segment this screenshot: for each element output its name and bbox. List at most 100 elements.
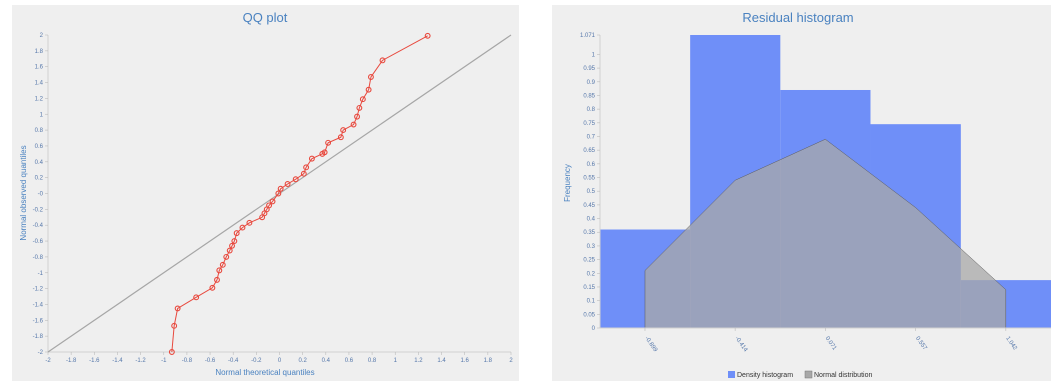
histogram-y-tick-label: 1	[592, 52, 596, 58]
qq-y-tick-label: 1.6	[35, 65, 44, 71]
qq-x-tick-label: 2	[509, 358, 513, 364]
qq-data-point	[266, 202, 273, 209]
legend-label-normal: Normal distribution	[814, 372, 872, 379]
qq-reference-line	[47, 34, 512, 353]
legend-swatch-normal	[804, 370, 813, 379]
qq-x-tick-label: 0.2	[298, 358, 307, 364]
histogram-y-tick-label: 0.95	[583, 66, 595, 72]
qq-data-point	[277, 185, 284, 192]
qq-y-tick-label: 0.8	[35, 128, 44, 134]
qq-x-tick-label: 0.4	[322, 358, 331, 364]
qq-y-tick-label: -0	[38, 192, 44, 198]
qq-data-point	[356, 104, 363, 111]
qq-y-tick-labels: -2 -1.8 -1.6 -1.4 -1.2 -1 -0.8 -0.6 -0.4 -0.2 -0 0.…	[33, 33, 48, 356]
qq-data-point	[214, 276, 220, 283]
histogram-y-tick-label: 0.1	[587, 299, 596, 305]
qq-data-point	[340, 127, 347, 134]
qq-data-point	[379, 57, 386, 64]
histogram-x-tick-label: 0.557	[914, 336, 928, 352]
histogram-y-tick-label: 0.75	[583, 121, 595, 127]
qq-y-tick-label: 1.4	[35, 81, 44, 87]
qq-data-point	[350, 121, 357, 128]
qq-data-point	[269, 198, 276, 205]
qq-data-point	[424, 32, 431, 39]
qq-y-tick-label: 0.6	[35, 144, 44, 150]
histogram-x-tick-label: 0.071	[824, 336, 838, 352]
qq-data-point	[216, 267, 223, 274]
qq-data-point	[337, 134, 344, 141]
qq-y-tick-label: -1	[38, 271, 44, 277]
qq-data-point	[325, 139, 332, 146]
qq-points	[168, 32, 431, 355]
qq-y-tick-label: -1.8	[33, 334, 44, 340]
qq-y-tick-label: -1.6	[33, 318, 44, 324]
qq-data-point	[367, 74, 374, 80]
histogram-y-tick-label: 0.6	[587, 162, 596, 168]
histogram-y-tick-label: 0.8	[587, 107, 596, 113]
qq-data-point	[354, 113, 361, 120]
qq-y-tick-label: 1.2	[35, 96, 44, 102]
histogram-x-tick-label: -0.414	[734, 336, 749, 354]
histogram-y-tick-label: 1.071	[580, 33, 596, 39]
qq-y-tick-label: -0.8	[33, 255, 44, 261]
qq-x-tick-label: -0.8	[182, 358, 193, 364]
qq-data-point	[300, 170, 307, 177]
histogram-y-tick-label: 0	[592, 326, 596, 332]
qq-data-point	[193, 294, 200, 301]
qq-y-tick-label: -0.2	[33, 207, 44, 213]
histogram-y-tick-label: 0.25	[583, 258, 595, 264]
histogram-y-tick-label: 0.05	[583, 312, 595, 318]
normal-distribution-area	[644, 138, 1007, 329]
qq-x-tick-label: -1.2	[135, 358, 146, 364]
qq-data-point	[303, 164, 310, 171]
qq-data-point	[365, 86, 372, 93]
histogram-y-tick-label: 0.7	[587, 134, 596, 140]
histogram-y-tick-label: 0.9	[587, 80, 596, 86]
qq-y-tick-label: 2	[40, 33, 44, 39]
histogram-y-tick-label: 0.65	[583, 148, 595, 154]
histogram-legend: Density histogram Normal distribution	[728, 370, 872, 379]
qq-y-tick-label: 1.8	[35, 49, 44, 55]
qq-x-tick-label: -2	[45, 358, 51, 364]
qq-data-point	[359, 96, 366, 103]
qq-x-tick-label: -1.4	[112, 358, 123, 364]
qq-x-tick-label: -1.8	[66, 358, 77, 364]
qq-y-tick-label: -0.4	[33, 223, 44, 229]
qq-data-point	[171, 322, 178, 329]
qq-data-point	[226, 247, 233, 254]
legend-label-density: Density histogram	[737, 372, 793, 379]
qq-data-point	[219, 261, 226, 268]
qq-plot-chart: QQ plot -2 -1.8 -1.6 -1.4 -1.2 -1 -0.8 -0.6 -0.4…	[19, 10, 513, 377]
qq-data-point	[321, 149, 328, 156]
legend-swatch-density	[728, 371, 735, 378]
qq-x-tick-label: -0.6	[205, 358, 216, 364]
qq-data-point	[284, 181, 291, 187]
qq-x-tick-labels: -2 -1.8 -1.6 -1.4 -1.2 -1 -0.8 -0.6 -0.4 -0.2 0 0.2…	[45, 352, 513, 364]
qq-data-point	[209, 284, 216, 291]
histogram-y-tick-label: 0.35	[583, 230, 595, 236]
qq-series-line	[171, 35, 428, 353]
qq-y-tick-label: -1.2	[33, 287, 44, 293]
qq-data-point	[168, 349, 175, 355]
histogram-y-tick-label: 0.4	[587, 217, 596, 223]
histogram-y-tick-label: 0.45	[583, 203, 595, 209]
qq-y-axis-title: Normal observed quantiles	[19, 145, 28, 240]
qq-x-tick-label: 1	[394, 358, 398, 364]
qq-plot-title: QQ plot	[243, 10, 288, 25]
qq-x-tick-label: -0.2	[251, 358, 262, 364]
qq-data-point	[174, 305, 181, 312]
qq-x-tick-label: 1.6	[461, 358, 470, 364]
histogram-y-tick-label: 0.55	[583, 176, 595, 182]
qq-x-tick-label: 1.8	[484, 358, 493, 364]
qq-data-point	[275, 190, 282, 197]
histogram-y-tick-label: 0.2	[587, 271, 596, 277]
qq-y-tick-label: -2	[38, 350, 44, 356]
histogram-y-tick-labels: 0 0.05 0.1 0.15 0.2 0.25 0.3 0.35 0.4 0.45 0.5 0.55…	[580, 33, 600, 332]
qq-data-point	[223, 253, 230, 260]
qq-y-tick-label: 1	[40, 112, 44, 118]
qq-data-point	[246, 219, 253, 226]
qq-data-point	[239, 224, 246, 231]
qq-data-point	[229, 242, 235, 249]
qq-x-axis-title: Normal theoretical quantiles	[215, 368, 314, 377]
qq-y-tick-label: -1.4	[33, 302, 44, 308]
